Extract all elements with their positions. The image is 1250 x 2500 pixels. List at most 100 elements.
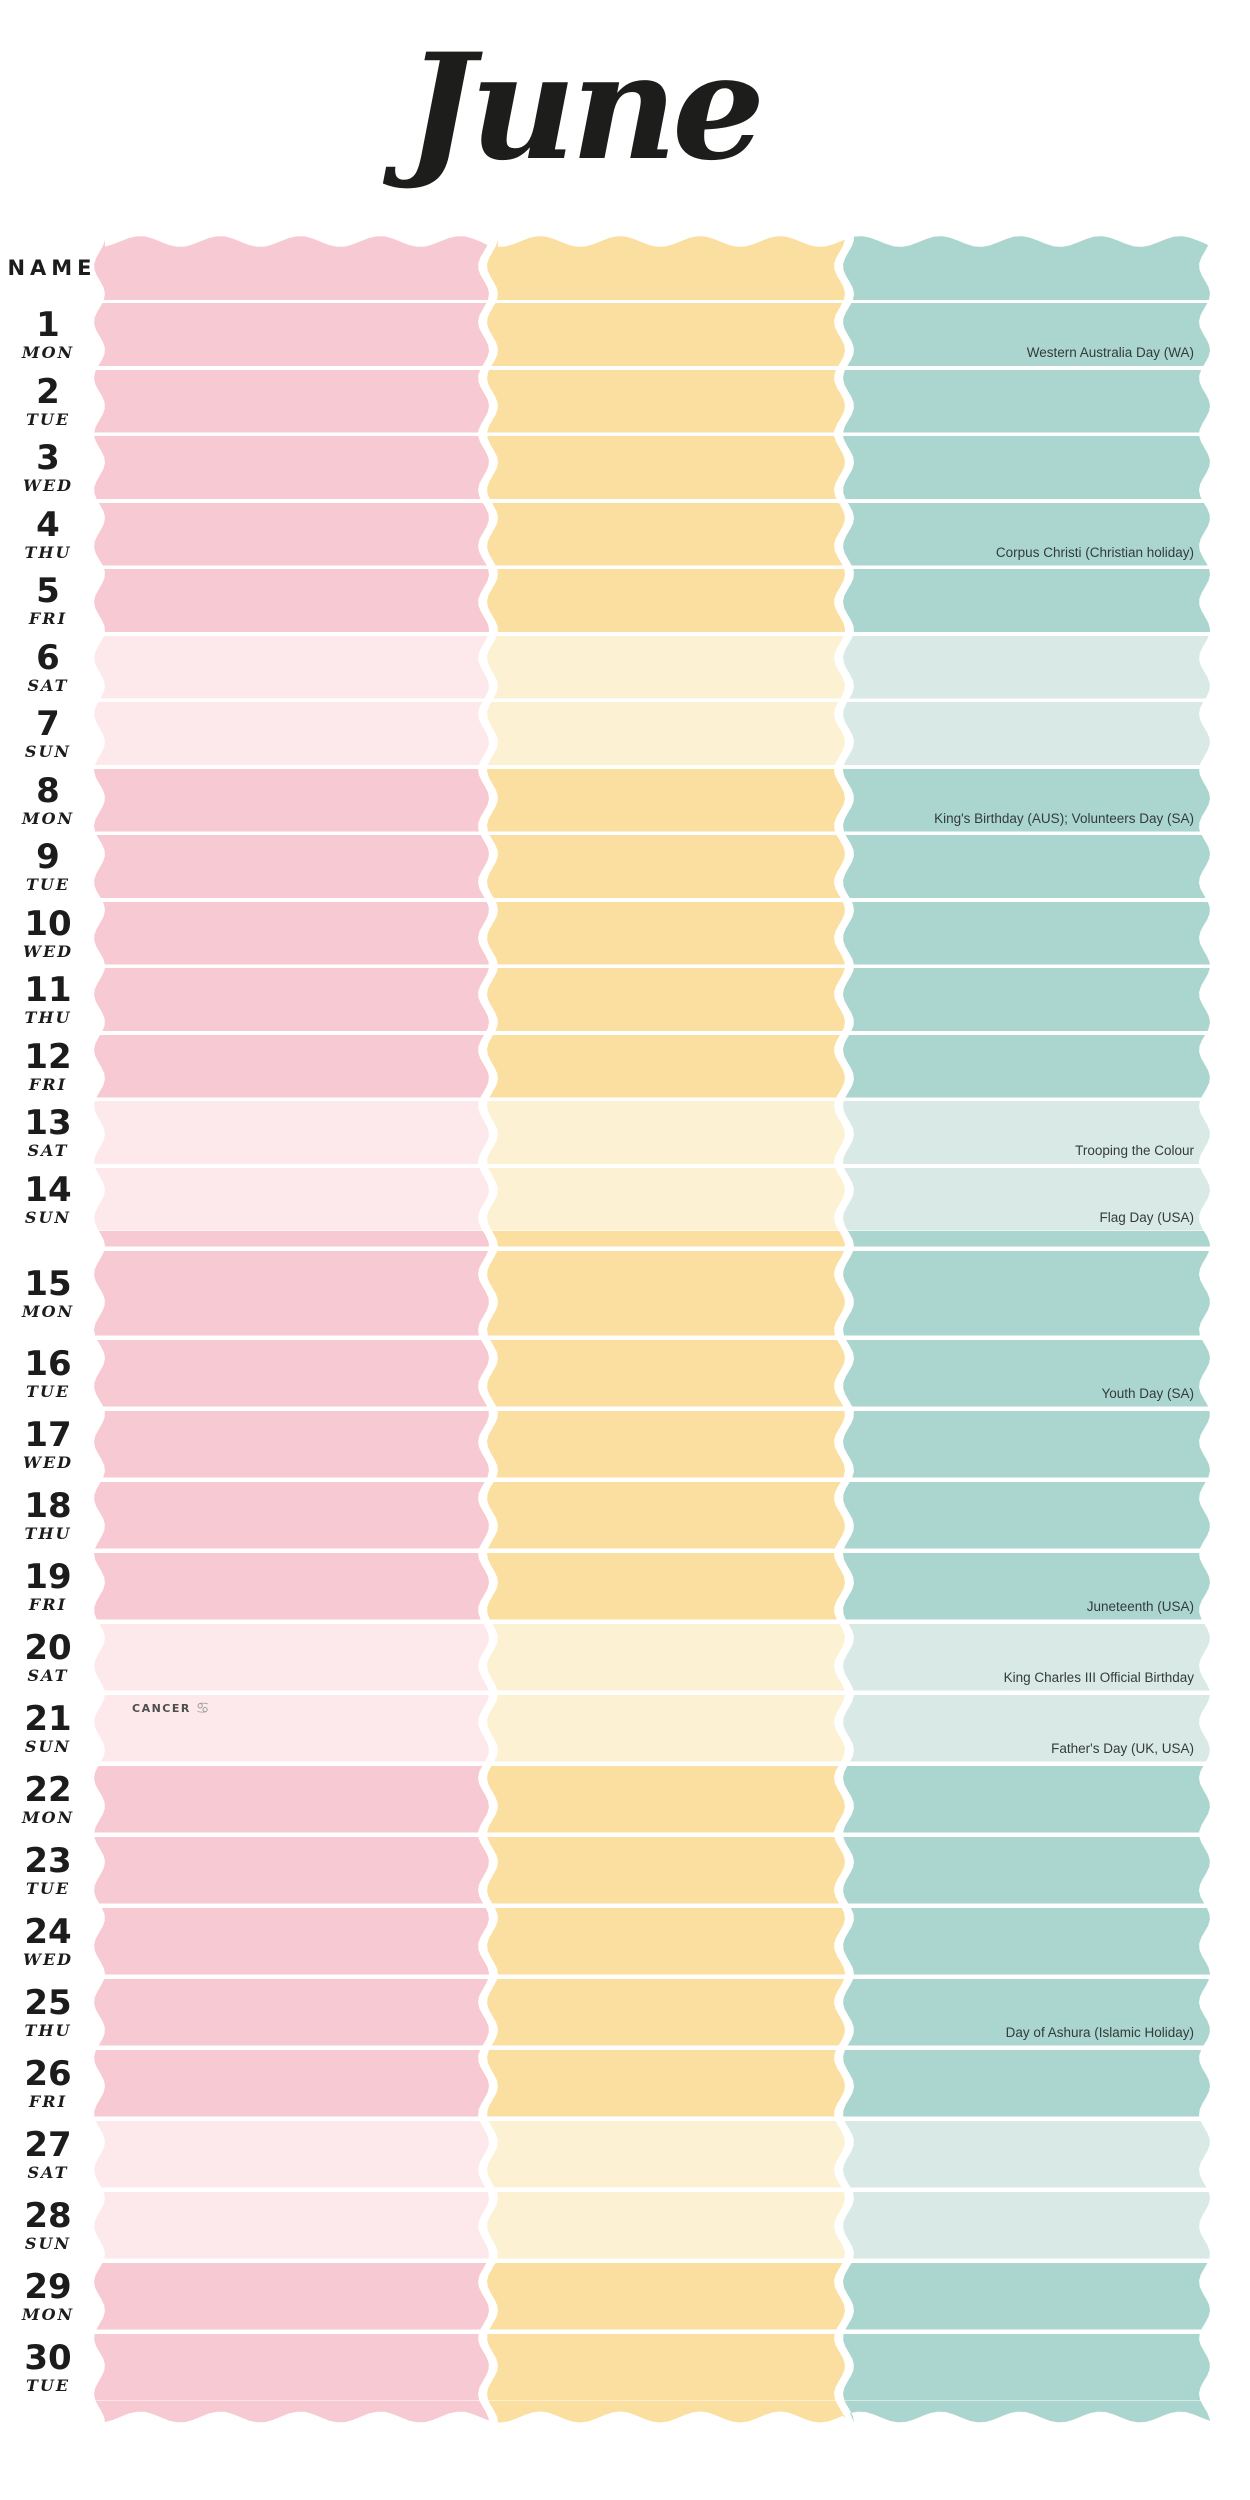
day-cell-column-3-teal [843, 1410, 1210, 1478]
divider-cell-column-2-yellow [491, 1230, 845, 1247]
day-cell-column-3-teal [843, 901, 1210, 965]
day-cell-column-1-pink [94, 2333, 489, 2401]
day-of-week: WED [22, 941, 74, 961]
holiday-label: Flag Day (USA) [1099, 1209, 1194, 1225]
day-label: 21 SUN [0, 1695, 96, 1762]
day-number: 14 [24, 1169, 72, 1210]
day-label: 2 TUE [0, 370, 96, 433]
day-cell-column-3-teal: Day of Ashura (Islamic Holiday) [843, 1978, 1210, 2046]
day-row-8: King's Birthday (AUS); Volunteers Day (S… [0, 768, 1250, 832]
day-of-week: WED [22, 476, 74, 495]
day-number: 13 [24, 1103, 72, 1143]
day-label: 1 MON [0, 303, 96, 366]
day-cell-column-3-teal: Flag Day (USA) [843, 1167, 1210, 1231]
day-of-week: THU [24, 2020, 72, 2040]
day-cell-column-1-pink [94, 303, 489, 366]
day-number: 30 [24, 2337, 72, 2378]
day-cell-column-2-yellow [487, 1410, 845, 1478]
day-cell-column-3-teal [843, 635, 1210, 699]
day-label: 29 MON [0, 2263, 96, 2330]
day-row-5: 5 FRI [0, 569, 1250, 632]
day-row-22: 22 MON [0, 1765, 1250, 1833]
day-row-15: 15 MON [0, 1250, 1250, 1336]
day-cell-column-1-pink [94, 569, 489, 632]
day-row-16: Youth Day (SA) 16 TUE [0, 1339, 1250, 1407]
day-cell-column-2-yellow [487, 768, 845, 832]
day-cell-column-2-yellow [487, 1101, 845, 1164]
day-cell-column-1-pink [94, 1339, 489, 1407]
day-cell-column-3-teal [843, 1765, 1210, 1833]
holiday-label: Trooping the Colour [1075, 1143, 1194, 1159]
day-cell-column-1-pink [94, 2120, 489, 2188]
day-cell-column-1-pink [94, 635, 489, 699]
day-cell-column-2-yellow [487, 1623, 845, 1691]
day-cell-column-2-yellow [487, 1034, 845, 1098]
day-cell-column-3-teal: Juneteenth (USA) [843, 1552, 1210, 1620]
day-cell-column-2-yellow [487, 835, 845, 898]
day-cell-column-2-yellow [487, 1167, 845, 1231]
day-cell-column-3-teal: Father's Day (UK, USA) [843, 1694, 1210, 1762]
day-label: 9 TUE [0, 835, 96, 898]
day-label: 22 MON [0, 1766, 96, 1833]
day-row-30: 30 TUE [0, 2333, 1250, 2401]
day-cell-column-2-yellow [487, 1552, 845, 1620]
day-cell-column-3-teal: Corpus Christi (Christian holiday) [843, 502, 1210, 566]
day-of-week: MON [21, 1807, 75, 1827]
day-number: 16 [24, 1343, 72, 1384]
day-row-7: 7 SUN [0, 702, 1250, 765]
day-cell-column-2-yellow [487, 569, 845, 632]
day-cell-column-1-pink [94, 2262, 489, 2330]
day-cell-column-2-yellow [487, 369, 845, 433]
day-cell-column-3-teal [843, 835, 1210, 898]
bottom-edge-cell-column-1-pink [95, 2400, 489, 2423]
divider-cell-column-1-pink [98, 1230, 489, 1247]
day-cell-column-1-pink [94, 1623, 489, 1691]
day-cell-column-3-teal [843, 369, 1210, 433]
day-label: 16 TUE [0, 1340, 96, 1407]
bottom-edge-cell-column-3-teal [844, 2400, 1210, 2423]
day-cell-column-3-teal: King Charles III Official Birthday [843, 1623, 1210, 1691]
day-number: 28 [24, 2195, 72, 2236]
day-of-week: TUE [25, 409, 71, 429]
name-cell-column-1-pink [94, 236, 489, 300]
day-number: 18 [24, 1485, 72, 1526]
day-cell-column-3-teal [843, 968, 1210, 1031]
day-cell-column-2-yellow [487, 303, 845, 366]
day-number: 25 [24, 1982, 72, 2023]
bottom-edge-band [0, 2400, 1250, 2423]
day-cell-column-1-pink [94, 768, 489, 832]
day-cell-column-1-pink [94, 436, 489, 499]
day-of-week: WED [22, 1949, 74, 1969]
day-of-week: SAT [27, 2162, 69, 2182]
day-of-week: TUE [25, 875, 71, 894]
day-row-28: 28 SUN [0, 2191, 1250, 2259]
day-cell-column-2-yellow [487, 2191, 845, 2259]
day-row-19: Juneteenth (USA) 19 FRI [0, 1552, 1250, 1620]
holiday-label: King Charles III Official Birthday [1003, 1669, 1194, 1685]
day-number: 23 [24, 1840, 72, 1881]
day-label: 15 MON [0, 1251, 96, 1336]
name-column-header: NAME [7, 256, 97, 280]
day-number: 7 [36, 704, 60, 744]
holiday-label: Western Australia Day (WA) [1026, 345, 1194, 361]
day-cell-column-3-teal [843, 1836, 1210, 1904]
day-label: 5 FRI [0, 569, 96, 632]
day-cell-column-1-pink [94, 1836, 489, 1904]
day-cell-column-2-yellow [487, 1765, 845, 1833]
day-label: 3 WED [0, 436, 96, 499]
day-cell-column-3-teal [843, 2262, 1210, 2330]
day-cell-column-1-pink [94, 702, 489, 765]
month-title: June [405, 22, 765, 193]
day-number: 10 [24, 903, 72, 944]
day-row-25: Day of Ashura (Islamic Holiday) 25 THU [0, 1978, 1250, 2046]
day-of-week: SUN [24, 1207, 72, 1227]
day-row-11: 11 THU [0, 968, 1250, 1031]
day-number: 3 [36, 438, 60, 478]
day-number: 9 [36, 837, 60, 877]
day-cell-column-2-yellow [487, 1339, 845, 1407]
holiday-label: King's Birthday (AUS); Volunteers Day (S… [934, 810, 1194, 826]
day-cell-column-2-yellow [487, 436, 845, 499]
day-of-week: WED [22, 1452, 74, 1472]
day-cell-column-1-pink [94, 968, 489, 1031]
